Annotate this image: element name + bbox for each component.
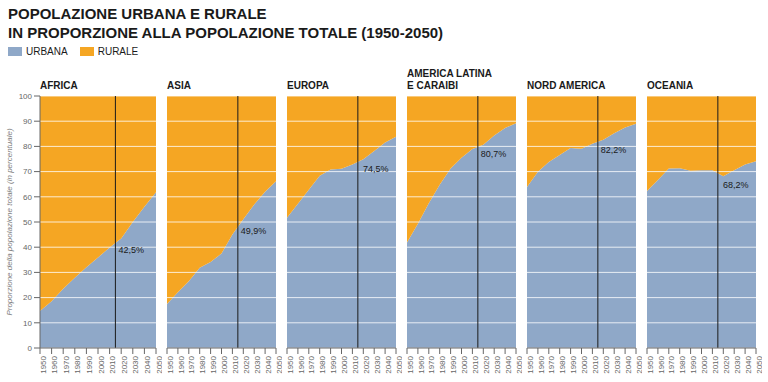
svg-text:1960: 1960 — [177, 355, 186, 373]
svg-text:2050: 2050 — [515, 355, 522, 373]
svg-text:2020: 2020 — [722, 355, 731, 373]
svg-text:2010: 2010 — [711, 355, 720, 373]
svg-text:1950: 1950 — [526, 355, 535, 373]
html-text:RURALE: RURALE — [97, 46, 139, 57]
svg-text:80,7%: 80,7% — [481, 149, 507, 159]
svg-text:1970: 1970 — [62, 355, 71, 373]
html-text:AFRICA: AFRICA — [40, 80, 78, 91]
svg-text:Proporzione della popolazione: Proporzione della popolazione totale (in… — [8, 128, 14, 316]
svg-text:1970: 1970 — [667, 355, 676, 373]
svg-text:42,5%: 42,5% — [118, 245, 144, 255]
svg-text:1980: 1980 — [678, 355, 687, 373]
svg-text:2000: 2000 — [580, 355, 589, 373]
svg-text:60: 60 — [23, 193, 32, 202]
svg-text:1980: 1980 — [438, 355, 447, 373]
svg-text:40: 40 — [23, 243, 32, 252]
svg-text:2040: 2040 — [744, 355, 753, 373]
svg-text:82,2%: 82,2% — [601, 145, 627, 155]
svg-text:20: 20 — [23, 293, 32, 302]
svg-text:68,2%: 68,2% — [723, 180, 749, 190]
svg-text:49,9%: 49,9% — [241, 226, 267, 236]
svg-text:2010: 2010 — [591, 355, 600, 373]
svg-text:1950: 1950 — [406, 355, 415, 373]
svg-text:2010: 2010 — [108, 355, 117, 373]
svg-text:1980: 1980 — [318, 355, 327, 373]
html-text:NORD AMERICA: NORD AMERICA — [527, 80, 606, 91]
svg-text:2020: 2020 — [362, 355, 371, 373]
html-text:POPOLAZIONE URBANA E RURALE: POPOLAZIONE URBANA E RURALE — [8, 5, 267, 22]
svg-text:2000: 2000 — [460, 355, 469, 373]
html-text:ASIA: ASIA — [167, 80, 191, 91]
svg-text:1970: 1970 — [307, 355, 316, 373]
svg-text:1960: 1960 — [537, 355, 546, 373]
svg-text:1990: 1990 — [569, 355, 578, 373]
svg-text:1960: 1960 — [657, 355, 666, 373]
svg-text:2020: 2020 — [120, 355, 129, 373]
svg-text:2020: 2020 — [602, 355, 611, 373]
svg-text:1970: 1970 — [187, 355, 196, 373]
svg-text:2020: 2020 — [242, 355, 251, 373]
svg-text:70: 70 — [23, 167, 32, 176]
svg-text:2030: 2030 — [733, 355, 742, 373]
svg-text:1960: 1960 — [417, 355, 426, 373]
html-text:IN PROPORZIONE ALLA POPOLAZION: IN PROPORZIONE ALLA POPOLAZIONE TOTALE (… — [8, 24, 444, 41]
svg-text:2040: 2040 — [504, 355, 513, 373]
svg-text:1950: 1950 — [286, 355, 295, 373]
svg-text:2050: 2050 — [755, 355, 760, 373]
svg-text:1960: 1960 — [50, 355, 59, 373]
svg-text:2000: 2000 — [340, 355, 349, 373]
svg-text:2040: 2040 — [143, 355, 152, 373]
svg-text:2030: 2030 — [373, 355, 382, 373]
svg-text:2050: 2050 — [395, 355, 402, 373]
svg-text:1990: 1990 — [209, 355, 218, 373]
svg-text:2020: 2020 — [482, 355, 491, 373]
svg-text:2050: 2050 — [635, 355, 642, 373]
svg-text:30: 30 — [23, 268, 32, 277]
html-text:OCEANIA: OCEANIA — [647, 80, 694, 91]
svg-text:1950: 1950 — [39, 355, 48, 373]
svg-text:2050: 2050 — [155, 355, 162, 373]
svg-text:74,5%: 74,5% — [363, 164, 389, 174]
svg-text:50: 50 — [23, 218, 32, 227]
svg-text:100: 100 — [19, 92, 33, 101]
svg-text:80: 80 — [23, 142, 32, 151]
svg-text:2010: 2010 — [231, 355, 240, 373]
svg-text:2040: 2040 — [624, 355, 633, 373]
html-text:EUROPA: EUROPA — [287, 80, 329, 91]
svg-text:2030: 2030 — [613, 355, 622, 373]
html-text:URBANA: URBANA — [26, 46, 68, 57]
svg-text:10: 10 — [23, 319, 32, 328]
svg-text:2000: 2000 — [700, 355, 709, 373]
html-text:E CARAIBI: E CARAIBI — [407, 80, 459, 91]
svg-text:1950: 1950 — [166, 355, 175, 373]
svg-text:2000: 2000 — [97, 355, 106, 373]
svg-text:1990: 1990 — [449, 355, 458, 373]
svg-text:2050: 2050 — [275, 355, 282, 373]
svg-text:2040: 2040 — [264, 355, 273, 373]
svg-text:2000: 2000 — [220, 355, 229, 373]
svg-text:1950: 1950 — [646, 355, 655, 373]
svg-text:2010: 2010 — [351, 355, 360, 373]
svg-text:1990: 1990 — [329, 355, 338, 373]
svg-text:2040: 2040 — [384, 355, 393, 373]
svg-text:1990: 1990 — [689, 355, 698, 373]
svg-text:1970: 1970 — [427, 355, 436, 373]
svg-text:1990: 1990 — [85, 355, 94, 373]
svg-text:2030: 2030 — [131, 355, 140, 373]
svg-text:1980: 1980 — [198, 355, 207, 373]
svg-text:2030: 2030 — [253, 355, 262, 373]
svg-text:1980: 1980 — [558, 355, 567, 373]
html-text:AMERICA LATINA: AMERICA LATINA — [407, 68, 492, 79]
svg-text:1980: 1980 — [73, 355, 82, 373]
svg-text:90: 90 — [23, 117, 32, 126]
svg-text:1970: 1970 — [547, 355, 556, 373]
svg-text:0: 0 — [28, 344, 33, 353]
svg-text:2030: 2030 — [493, 355, 502, 373]
svg-text:2010: 2010 — [471, 355, 480, 373]
svg-text:1960: 1960 — [297, 355, 306, 373]
